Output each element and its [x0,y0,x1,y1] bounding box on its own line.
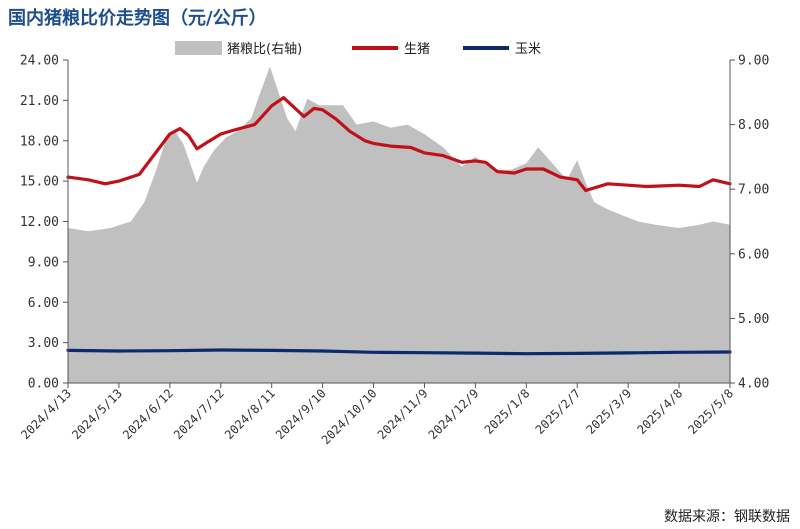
x-tick-label: 2024/7/12 [171,386,227,442]
left-y-tick-label: 6.00 [28,296,59,311]
x-tick-label: 2024/6/12 [120,386,176,442]
legend-swatch-ratio [175,41,222,55]
x-tick-label: 2024/5/13 [69,386,125,442]
x-tick-label: 2025/1/8 [482,386,533,437]
x-tick-label: 2025/2/7 [533,386,584,437]
legend: 猪粮比(右轴) 生猪 玉米 [175,41,541,57]
left-y-tick-label: 21.00 [20,94,59,109]
series-line-corn [66,348,732,356]
plot-area [66,66,732,383]
x-ticks: 2024/4/132024/5/132024/6/122024/7/122024… [18,383,736,447]
right-y-tick-label: 7.00 [738,183,769,198]
x-tick-label: 2024/8/11 [222,386,278,442]
x-tick-label: 2025/3/9 [584,386,635,437]
x-tick-label: 2024/12/9 [426,386,482,442]
right-y-ticks: 4.00 5.00 6.00 7.00 8.00 9.00 [730,54,769,392]
left-y-ticks: 0.00 3.00 6.00 9.00 12.00 15.00 18.00 21.00 24.0… [20,54,68,392]
legend-label-ratio: 猪粮比(右轴) [227,42,302,57]
x-tick-label: 2024/11/9 [375,386,431,442]
left-y-tick-label: 0.00 [28,377,59,392]
left-y-tick-label: 12.00 [20,215,59,230]
left-y-tick-label: 3.00 [28,336,59,351]
x-tick-label: 2024/9/10 [273,386,329,442]
chart-title: 国内猪粮比价走势图（元/公斤） [8,7,267,29]
legend-label-corn: 玉米 [515,42,541,57]
data-source: 数据来源：钢联数据 [664,509,790,525]
legend-label-hog: 生猪 [404,42,430,57]
right-y-tick-label: 8.00 [738,118,769,133]
series-line-hog [66,96,732,193]
left-y-tick-label: 9.00 [28,255,59,270]
left-y-tick-label: 24.00 [20,54,59,69]
right-y-tick-label: 4.00 [738,377,769,392]
x-tick-label: 2024/4/13 [18,386,74,442]
right-y-tick-label: 5.00 [738,312,769,327]
right-y-tick-label: 6.00 [738,247,769,262]
series-area-ratio [68,66,730,383]
right-y-tick-label: 9.00 [738,54,769,69]
x-tick-label: 2025/4/8 [634,386,685,437]
left-y-tick-label: 18.00 [20,134,59,149]
x-tick-label: 2025/5/8 [685,386,736,437]
left-y-tick-label: 15.00 [20,175,59,190]
